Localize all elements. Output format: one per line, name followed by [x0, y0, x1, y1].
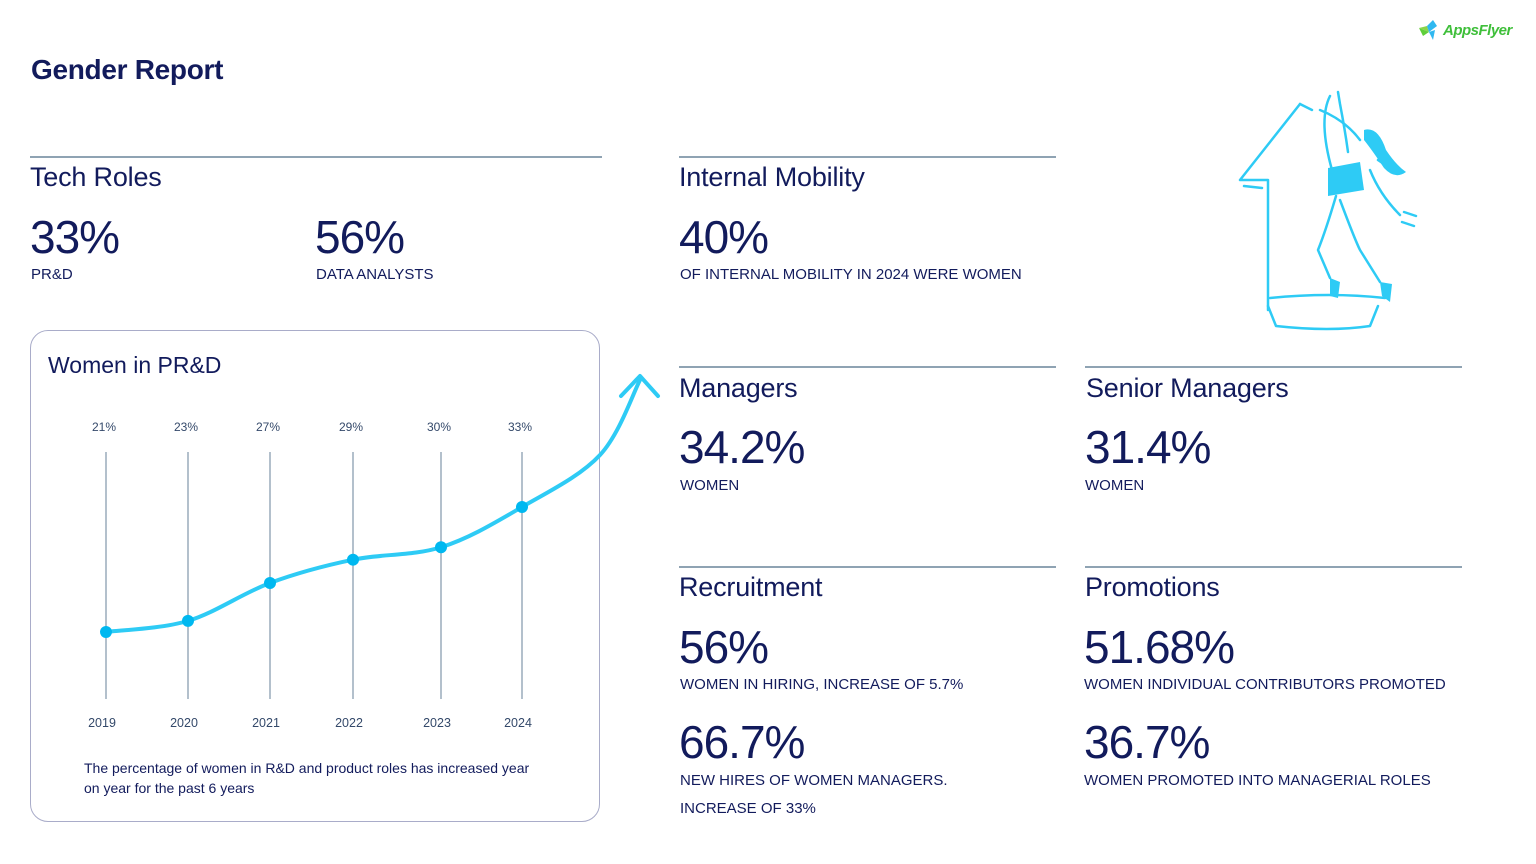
trend-arrow-icon [619, 374, 660, 398]
x-tick-label-2023: 2023 [423, 716, 451, 730]
appsflyer-logo-icon [1419, 20, 1437, 40]
data-label-2021: 27% [255, 420, 281, 434]
tech-roles-analysts-value: 56% [315, 211, 405, 263]
data-label-2022: 29% [338, 420, 364, 434]
chart-description: The percentage of women in R&D and produ… [84, 760, 530, 796]
tech-roles-prd-value: 33% [30, 211, 120, 263]
internal-mobility-value: 40% [679, 211, 769, 263]
promotions-divider [1085, 566, 1462, 568]
appsflyer-logo: AppsFlyer [1417, 18, 1512, 42]
recruitment-divider [679, 566, 1056, 568]
promotions-managerial-value: 36.7% [1084, 716, 1210, 768]
promotions-ic-label: WOMEN INDIVIDUAL CONTRIBUTORS PROMOTED [1084, 676, 1446, 693]
recruitment-hiring-label: WOMEN IN HIRING, INCREASE OF 5.7% [680, 676, 964, 693]
internal-mobility-divider [679, 156, 1056, 158]
x-tick-label-2020: 2020 [170, 716, 198, 730]
tech-roles-title: Tech Roles [30, 162, 162, 192]
recruitment-managers-label-2: INCREASE OF 33% [680, 800, 816, 817]
x-tick-label-2024: 2024 [504, 716, 532, 730]
data-point-2023 [435, 541, 447, 554]
senior-managers-title: Senior Managers [1086, 373, 1289, 403]
trend-line [104, 378, 642, 634]
recruitment-hiring-value: 56% [679, 621, 769, 673]
recruitment-managers-value: 66.7% [679, 716, 805, 768]
tech-roles-prd-label: PR&D [31, 266, 73, 283]
managers-divider [679, 366, 1056, 368]
tech-roles-analysts-label: DATA ANALYSTS [316, 266, 434, 283]
data-label-2020: 23% [173, 420, 199, 434]
chart-title: Women in PR&D [48, 352, 222, 378]
promotions-ic-value: 51.68% [1084, 621, 1235, 673]
managers-title: Managers [679, 373, 798, 403]
tech-roles-divider [30, 156, 602, 158]
recruitment-title: Recruitment [679, 572, 823, 602]
x-tick-label-2021: 2021 [252, 716, 280, 730]
data-label-2024: 33% [507, 420, 533, 434]
senior-managers-divider [1085, 366, 1462, 368]
managers-label: WOMEN [680, 477, 740, 494]
data-point-2019 [100, 626, 112, 638]
data-point-2020 [182, 614, 194, 627]
x-tick-label-2019: 2019 [88, 716, 116, 730]
data-point-2022 [347, 553, 359, 566]
women-in-prd-card [30, 330, 600, 822]
data-point-2021 [264, 576, 276, 589]
page-title: Gender Report [31, 54, 224, 85]
recruitment-managers-label: NEW HIRES OF WOMEN MANAGERS. [680, 772, 948, 789]
data-point-2024 [516, 501, 528, 513]
internal-mobility-title: Internal Mobility [679, 162, 865, 192]
managers-value: 34.2% [679, 421, 805, 473]
logo-text: AppsFlyer [1443, 21, 1512, 39]
senior-managers-value: 31.4% [1085, 421, 1211, 473]
data-label-2023: 30% [426, 420, 452, 434]
internal-mobility-label: OF INTERNAL MOBILITY IN 2024 WERE WOMEN [680, 266, 1022, 283]
senior-managers-label: WOMEN [1085, 477, 1145, 494]
promotions-title: Promotions [1085, 572, 1220, 602]
promotions-managerial-label: WOMEN PROMOTED INTO MANAGERIAL ROLES [1084, 772, 1431, 789]
data-label-2019: 21% [91, 420, 117, 434]
x-tick-label-2022: 2022 [335, 716, 363, 730]
